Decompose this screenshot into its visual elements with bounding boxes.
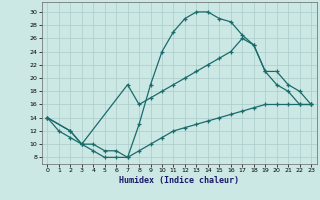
X-axis label: Humidex (Indice chaleur): Humidex (Indice chaleur)	[119, 176, 239, 185]
